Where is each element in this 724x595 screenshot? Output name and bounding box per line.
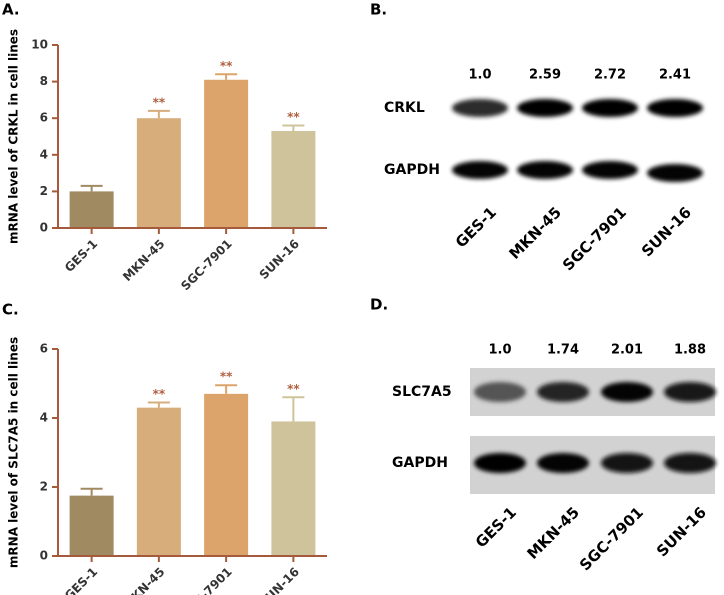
- x-tick-label: SUN-16: [257, 237, 302, 282]
- ratio: 2.41: [659, 68, 691, 83]
- y-tick-label: 6: [40, 342, 48, 356]
- row-label: CRKL: [384, 100, 425, 116]
- x-tick-label: SGC-7901: [178, 565, 235, 595]
- band: [452, 161, 508, 179]
- x-tick-label: SGC-7901: [178, 237, 235, 294]
- y-tick-label: 2: [40, 184, 48, 198]
- y-tick-label: 0: [40, 549, 48, 563]
- band: [452, 99, 508, 117]
- ratio: 2.72: [594, 68, 626, 83]
- bar: [69, 191, 114, 228]
- panel-label: D.: [370, 296, 388, 314]
- lane-label: MKN-45: [505, 203, 565, 263]
- band: [582, 99, 638, 117]
- bar: [204, 79, 249, 229]
- y-tick-label: 6: [40, 111, 48, 125]
- row-label: GAPDH: [384, 162, 440, 178]
- x-tick-label: GES-1: [62, 565, 100, 595]
- significance: **: [287, 110, 300, 124]
- ratio: 1.74: [547, 343, 579, 358]
- lane-label: SGC-7901: [576, 503, 647, 574]
- y-tick-label: 10: [31, 38, 48, 52]
- bar: [136, 407, 181, 556]
- ratio: 1.0: [468, 68, 491, 83]
- lane-label: SUN-16: [653, 503, 710, 560]
- bar: [204, 393, 249, 556]
- significance: **: [287, 382, 300, 396]
- bar: [136, 118, 181, 228]
- y-tick-label: 8: [40, 74, 48, 88]
- ratio: 2.59: [529, 68, 561, 83]
- ratio: 1.0: [488, 343, 511, 358]
- x-tick-label: GES-1: [62, 237, 100, 275]
- y-axis-label: mRNA level of CRKL in cell lines: [7, 29, 21, 244]
- bar: [271, 131, 316, 228]
- significance: **: [220, 59, 233, 73]
- ratio: 1.88: [674, 343, 706, 358]
- y-tick-label: 0: [40, 221, 48, 235]
- band: [474, 382, 526, 402]
- band: [647, 99, 703, 117]
- band: [664, 382, 716, 402]
- lane-label: SGC-7901: [559, 203, 630, 274]
- x-tick-label: SUN-16: [257, 565, 302, 595]
- x-tick-label: MKN-45: [120, 565, 167, 595]
- y-tick-label: 4: [40, 147, 48, 161]
- band: [664, 453, 716, 473]
- row-label: SLC7A5: [392, 384, 452, 400]
- bar: [69, 495, 114, 556]
- row-label: GAPDH: [392, 455, 448, 471]
- band: [517, 99, 573, 117]
- significance: **: [220, 370, 233, 384]
- x-tick-label: MKN-45: [120, 237, 167, 284]
- bar: [271, 421, 316, 556]
- band: [537, 453, 589, 473]
- ratio: 2.01: [611, 343, 643, 358]
- panel-label: C.: [2, 301, 19, 319]
- y-tick-label: 4: [40, 411, 48, 425]
- lane-label: MKN-45: [523, 503, 583, 563]
- lane-label: SUN-16: [638, 203, 695, 260]
- panel-label: A.: [2, 1, 20, 19]
- significance: **: [153, 387, 166, 401]
- lane-label: GES-1: [452, 203, 500, 251]
- band: [647, 164, 703, 182]
- lane-label: GES-1: [472, 503, 520, 551]
- band: [474, 453, 526, 473]
- band: [537, 382, 589, 402]
- y-axis-label: mRNA level of SLC7A5 in cell lines: [7, 337, 21, 568]
- panel-label: B.: [370, 1, 387, 19]
- significance: **: [153, 95, 166, 109]
- band: [582, 161, 638, 179]
- y-tick-label: 2: [40, 480, 48, 494]
- band: [517, 161, 573, 179]
- band: [601, 453, 653, 473]
- band: [601, 382, 653, 402]
